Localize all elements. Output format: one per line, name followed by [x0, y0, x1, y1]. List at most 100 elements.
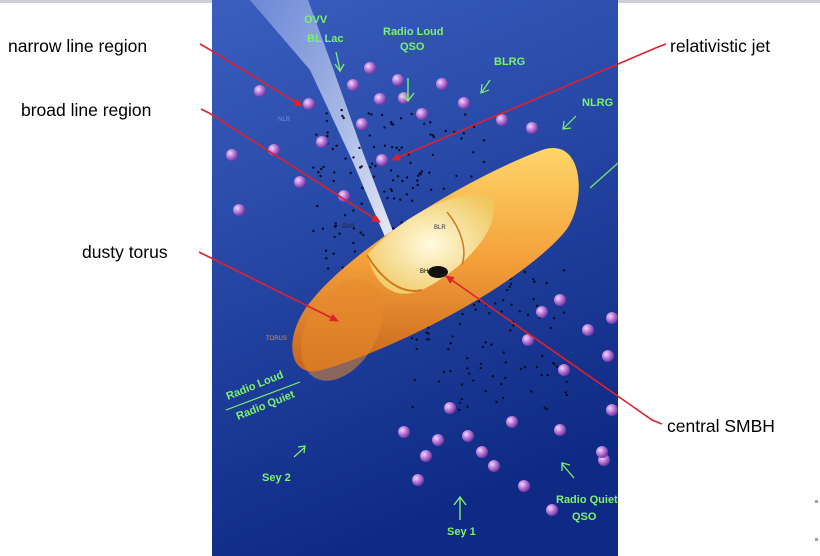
gas-dot [552, 362, 555, 365]
gas-dot [369, 166, 372, 169]
cloud-sphere [444, 402, 456, 414]
gas-dot [565, 393, 569, 397]
gas-dot [500, 310, 503, 313]
radio-quiet-qso-label-1: Radio Quiet [556, 494, 618, 506]
gas-dot [418, 172, 422, 175]
gas-dot [338, 232, 341, 235]
gas-dot [532, 298, 535, 301]
dusty-torus-label: dusty torus [82, 242, 168, 262]
nlrg-label: NLRG [582, 97, 613, 109]
gas-dot [562, 269, 566, 272]
cloud-sphere [606, 404, 618, 416]
gas-dot [420, 170, 423, 173]
gas-dot [429, 121, 432, 124]
cloud-sphere [602, 350, 614, 362]
cloud-sphere [476, 446, 488, 458]
gas-dot [508, 285, 511, 288]
gas-dot [482, 160, 486, 164]
gas-dot [523, 365, 527, 369]
gas-dot [535, 304, 539, 307]
gas-dot [410, 112, 413, 116]
sey1-label: Sey 1 [447, 526, 476, 538]
cloud-sphere [294, 176, 306, 188]
gas-dot [457, 408, 461, 411]
gas-dot [431, 153, 435, 157]
gas-dot [390, 122, 393, 126]
gas-dot [322, 165, 325, 169]
gas-dot [334, 222, 337, 225]
gas-dot [466, 367, 469, 370]
gas-dot [472, 125, 476, 128]
gas-dot [321, 227, 325, 230]
cloud-sphere [303, 98, 315, 110]
gas-dot [427, 332, 430, 335]
gas-dot [416, 183, 419, 187]
gas-dot [474, 308, 477, 311]
gas-dot [453, 130, 456, 134]
cloud-sphere [526, 122, 538, 134]
radio-quiet-qso-label-2: QSO [572, 511, 597, 523]
gas-dot [405, 176, 409, 179]
radio-quiet-qso-arrow [561, 462, 575, 479]
cloud-sphere [233, 204, 245, 216]
cloud-sphere [462, 430, 474, 442]
cloud-sphere [347, 79, 359, 91]
cloud-sphere [356, 118, 368, 130]
gas-dot [509, 329, 512, 332]
gas-dot [526, 313, 530, 316]
gas-dot [511, 320, 515, 324]
bl-lac-arrow [334, 51, 345, 73]
gas-dot [333, 171, 336, 174]
cloud-sphere [376, 154, 388, 166]
gas-dot [464, 113, 467, 116]
gas-dot [360, 202, 363, 205]
cloud-sphere [364, 62, 376, 74]
gas-dot [399, 117, 403, 120]
blrg-label: BLRG [494, 56, 525, 68]
gas-dot [392, 227, 395, 230]
cloud-sphere [338, 190, 350, 202]
gas-dot [531, 278, 535, 281]
gas-dot [490, 343, 493, 346]
gas-dot [391, 179, 395, 182]
gas-dot [372, 175, 376, 178]
gas-dot [432, 135, 435, 139]
gas-dot [389, 169, 393, 172]
corner-mark [815, 538, 818, 541]
gas-dot [312, 229, 315, 233]
ovv-label: OVV [304, 14, 328, 26]
gas-dot [472, 151, 475, 154]
gas-dot [479, 366, 482, 370]
gas-dot [540, 373, 543, 377]
sey2-arrow [293, 445, 306, 458]
gas-dot [316, 204, 319, 208]
agn-unified-model-diagram: NLR GAS BLR BH TORUS OVV BL Lac Radio Lo… [212, 0, 618, 556]
gas-dot [562, 311, 566, 314]
gas-dot [546, 373, 549, 377]
gas-dot [458, 401, 461, 404]
gas-dot [429, 133, 432, 136]
nlr-tag: NLR [278, 117, 291, 123]
gas-dot [438, 380, 441, 383]
cloud-sphere [522, 334, 534, 346]
gas-dot [411, 199, 414, 202]
gas-dot [331, 147, 334, 151]
gas-dot [484, 341, 487, 344]
gas-dot [405, 193, 409, 196]
gas-dot [315, 133, 318, 136]
gas-dot [455, 174, 458, 178]
gas-dot [484, 390, 487, 393]
gas-dot [360, 165, 363, 168]
gas-dot [500, 382, 503, 386]
gas-dot [341, 114, 344, 118]
gas-dot [324, 249, 328, 253]
blr-tag: BLR [434, 225, 446, 231]
gas-dot [502, 351, 505, 354]
gas-dot [442, 187, 445, 190]
gas-dot [341, 266, 344, 269]
gas-dot [472, 379, 475, 382]
gas-dot [413, 378, 416, 382]
gas-dot [358, 146, 361, 150]
gas-dot [447, 348, 450, 351]
gas-dot [353, 250, 357, 253]
